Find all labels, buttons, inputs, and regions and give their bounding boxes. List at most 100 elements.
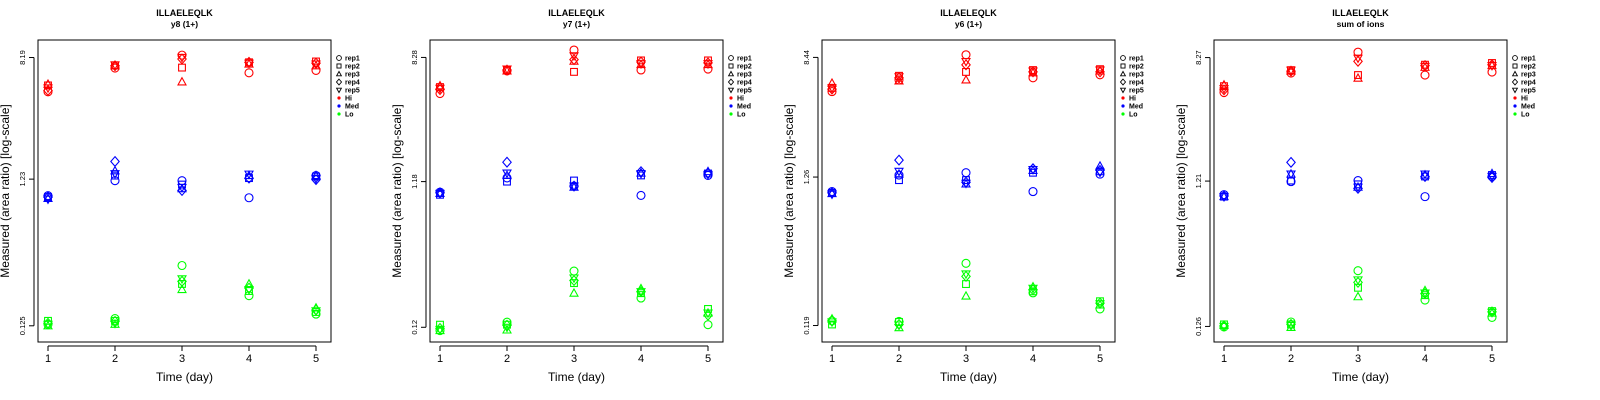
data-point-lo-rep1 bbox=[703, 320, 713, 330]
data-point-lo-rep3 bbox=[1353, 291, 1363, 301]
data-point-lo-rep5 bbox=[244, 285, 254, 295]
data-point-med-rep5 bbox=[894, 167, 904, 177]
legend-label-med: Med bbox=[1129, 104, 1143, 111]
legend-symbol-rep2 bbox=[728, 63, 734, 69]
data-point-med-rep5 bbox=[1286, 170, 1296, 180]
y-axis-label: Measured (area ratio) [log-scale] bbox=[390, 104, 404, 277]
data-point-hi-rep5 bbox=[43, 84, 53, 94]
data-point-lo-rep5 bbox=[1219, 322, 1229, 332]
legend-symbol-rep5 bbox=[335, 87, 343, 94]
data-point-hi-rep1 bbox=[244, 68, 254, 78]
legend-label-lo: Lo bbox=[1521, 112, 1530, 119]
data-point-lo-rep5 bbox=[636, 288, 646, 297]
data-point-med-rep4 bbox=[1286, 156, 1296, 168]
data-point-med-rep2 bbox=[111, 171, 119, 180]
data-point-med-rep4 bbox=[244, 172, 254, 184]
data-point-lo-rep1 bbox=[110, 313, 120, 324]
data-point-hi-rep5 bbox=[502, 65, 512, 75]
data-point-hi-rep4 bbox=[43, 84, 53, 97]
legend-color-lo bbox=[337, 112, 341, 116]
x-axis-label: Time (day) bbox=[548, 370, 605, 384]
x-tick-label: 2 bbox=[504, 353, 510, 365]
chart-subtitle: y6 (1+) bbox=[955, 19, 982, 29]
data-point-lo-rep2 bbox=[570, 279, 578, 288]
data-point-med-rep4 bbox=[894, 154, 904, 166]
data-point-med-rep5 bbox=[1219, 193, 1229, 202]
x-axis-label: Time (day) bbox=[1332, 370, 1389, 384]
data-point-lo-rep5 bbox=[1420, 289, 1430, 299]
data-point-med-rep5 bbox=[43, 195, 53, 205]
data-point-lo-rep5 bbox=[177, 275, 187, 285]
data-point-hi-rep3 bbox=[177, 76, 187, 86]
legend-label-rep4: rep4 bbox=[1521, 80, 1536, 87]
data-point-med-rep5 bbox=[703, 170, 713, 180]
legend-label-hi: Hi bbox=[1521, 96, 1528, 103]
legend-label-rep3: rep3 bbox=[345, 72, 360, 79]
data-point-hi-rep5 bbox=[1286, 66, 1296, 76]
y-tick-label: 1.21 bbox=[1194, 174, 1203, 189]
y-tick-label: 8.27 bbox=[1194, 50, 1203, 65]
data-point-hi-rep5 bbox=[1420, 62, 1430, 72]
y-axis-label: Measured (area ratio) [log-scale] bbox=[0, 104, 12, 277]
legend-label-rep4: rep4 bbox=[1129, 80, 1144, 87]
data-point-med-rep5 bbox=[827, 190, 837, 200]
data-point-med-rep5 bbox=[1095, 168, 1105, 178]
plot-frame bbox=[1213, 39, 1508, 343]
data-point-hi-rep5 bbox=[1219, 85, 1229, 94]
data-point-lo-rep5 bbox=[311, 307, 321, 317]
legend-label-hi: Hi bbox=[1129, 96, 1136, 103]
data-point-hi-rep3 bbox=[1487, 60, 1497, 70]
data-point-med-rep1 bbox=[1420, 192, 1430, 202]
data-point-lo-rep1 bbox=[961, 258, 971, 268]
data-point-lo-rep3 bbox=[502, 324, 512, 334]
data-point-hi-rep1 bbox=[311, 65, 321, 75]
legend-symbol-rep1 bbox=[1512, 55, 1518, 61]
data-point-lo-rep4 bbox=[177, 275, 187, 287]
chart-title: ILLAELEQLK bbox=[940, 8, 997, 18]
chart-subtitle: y7 (1+) bbox=[563, 19, 590, 29]
legend-label-rep3: rep3 bbox=[1521, 72, 1536, 79]
data-point-med-rep4 bbox=[177, 184, 187, 197]
data-point-lo-rep5 bbox=[827, 318, 837, 328]
legend-symbol-rep1 bbox=[336, 55, 342, 61]
legend-symbol-rep4 bbox=[727, 78, 735, 86]
data-point-med-rep5 bbox=[244, 170, 254, 180]
data-point-lo-rep5 bbox=[703, 309, 713, 319]
data-point-lo-rep5 bbox=[1286, 321, 1296, 331]
legend-color-lo bbox=[1513, 112, 1517, 116]
data-point-med-rep3 bbox=[311, 170, 321, 180]
x-axis-label: Time (day) bbox=[940, 370, 997, 384]
data-point-lo-rep4 bbox=[703, 309, 713, 321]
legend-symbol-rep4 bbox=[1119, 78, 1127, 86]
data-point-med-rep5 bbox=[636, 169, 646, 179]
chart-title: ILLAELEQLK bbox=[1332, 8, 1389, 18]
plot-frame bbox=[37, 39, 332, 343]
legend-symbol-rep3 bbox=[1511, 70, 1519, 77]
data-point-hi-rep5 bbox=[1487, 62, 1497, 71]
data-point-hi-rep5 bbox=[110, 61, 120, 71]
data-point-hi-rep1 bbox=[435, 88, 445, 99]
chart-subtitle: y8 (1+) bbox=[171, 19, 198, 29]
data-point-lo-rep4 bbox=[961, 270, 971, 282]
legend-label-rep1: rep1 bbox=[1521, 56, 1536, 63]
legend-symbol-rep4 bbox=[1511, 78, 1519, 86]
legend-color-lo bbox=[1121, 112, 1125, 116]
legend-label-rep4: rep4 bbox=[737, 80, 752, 87]
x-tick-label: 4 bbox=[1422, 353, 1428, 365]
data-point-lo-rep3 bbox=[569, 287, 579, 297]
x-tick-label: 3 bbox=[963, 353, 969, 365]
chart-subtitle: sum of ions bbox=[1337, 19, 1385, 29]
legend-label-rep5: rep5 bbox=[737, 88, 752, 95]
data-point-lo-rep3 bbox=[636, 283, 646, 293]
x-tick-label: 3 bbox=[571, 353, 577, 365]
data-point-med-rep3 bbox=[502, 170, 512, 179]
data-point-hi-rep1 bbox=[636, 65, 646, 75]
plot-frame bbox=[429, 39, 724, 343]
x-tick-label: 5 bbox=[313, 353, 319, 365]
data-point-hi-rep3 bbox=[961, 74, 971, 84]
legend-symbol-rep5 bbox=[1119, 87, 1127, 94]
legend-label-rep3: rep3 bbox=[737, 72, 752, 79]
legend-label-rep2: rep2 bbox=[1129, 64, 1144, 71]
